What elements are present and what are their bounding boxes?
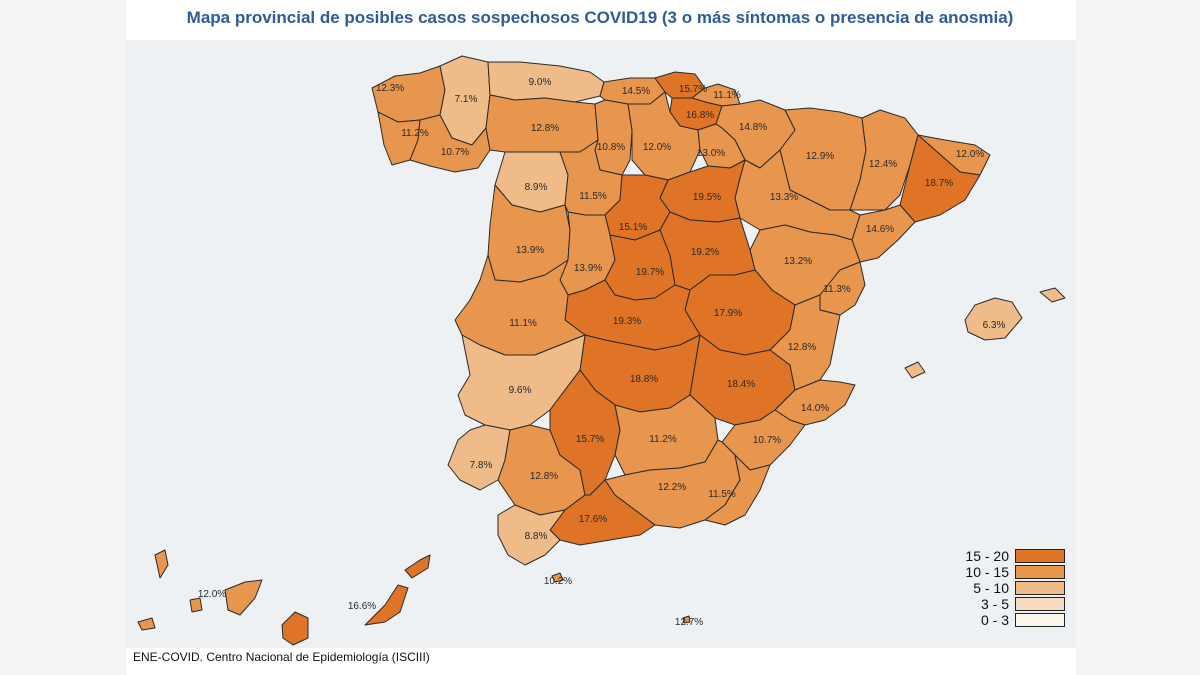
- label-melilla: 12.7%: [675, 617, 703, 628]
- label-salamanca: 13.9%: [516, 245, 544, 256]
- label-alicante: 14.0%: [801, 403, 829, 414]
- label-burgos: 12.0%: [643, 142, 671, 153]
- label-zaragoza: 13.3%: [770, 192, 798, 203]
- label-tarragona: 14.6%: [866, 224, 894, 235]
- label-almeria: 11.5%: [708, 489, 736, 500]
- label-huesca: 12.9%: [806, 151, 834, 162]
- label-leon: 12.8%: [531, 123, 559, 134]
- legend-swatch: [1015, 549, 1065, 563]
- label-jaen: 11.2%: [649, 434, 677, 445]
- legend-label: 0 - 3: [980, 612, 1009, 628]
- label-lugo: 7.1%: [455, 94, 478, 105]
- label-cadiz: 8.8%: [525, 531, 548, 542]
- label-cordoba: 15.7%: [576, 434, 604, 445]
- label-gipuzkoa: 11.1%: [713, 90, 741, 101]
- province-ceuta[interactable]: [551, 572, 564, 583]
- legend-item-10-15: 10 - 15: [940, 564, 1065, 580]
- province-cadiz[interactable]: [497, 504, 566, 566]
- label-valencia: 12.8%: [788, 342, 816, 353]
- label-zamora: 8.9%: [525, 182, 548, 193]
- label-toledo: 19.3%: [613, 316, 641, 327]
- label-la-rioja: 13.0%: [697, 148, 725, 159]
- legend-swatch: [1015, 565, 1065, 579]
- province-lleida[interactable]: [849, 109, 919, 211]
- label-ceuta: 10.2%: [544, 576, 572, 587]
- label-girona: 12.0%: [956, 149, 984, 160]
- label-ourense: 10.7%: [441, 147, 469, 158]
- province-baleares-menorca[interactable]: [1039, 287, 1066, 303]
- legend-item-5-10: 5 - 10: [940, 580, 1065, 596]
- province-santa-cruz-hierro[interactable]: [137, 617, 156, 631]
- legend-item-15-20: 15 - 20: [940, 548, 1065, 564]
- label-murcia: 10.7%: [753, 435, 781, 446]
- legend-swatch: [1015, 597, 1065, 611]
- label-santa-cruz-de-tenerife: 12.0%: [198, 589, 226, 600]
- label-malaga: 17.6%: [579, 514, 607, 525]
- source-caption: ENE-COVID. Centro Nacional de Epidemiolo…: [133, 650, 430, 664]
- label-palencia: 10.8%: [597, 142, 625, 153]
- province-cordoba[interactable]: [549, 369, 621, 496]
- province-santa-cruz-tenerife[interactable]: [224, 579, 263, 616]
- province-las-palmas-fuerteventura[interactable]: [364, 584, 409, 626]
- label-valladolid: 11.5%: [579, 191, 607, 202]
- province-ourense[interactable]: [409, 114, 491, 173]
- legend-label: 10 - 15: [965, 564, 1009, 580]
- label-soria: 19.5%: [693, 192, 721, 203]
- label-avila: 13.9%: [574, 263, 602, 274]
- label-navarra: 14.8%: [739, 122, 767, 133]
- label-caceres: 11.1%: [509, 318, 537, 329]
- legend-swatch: [1015, 613, 1065, 627]
- label-cuenca: 17.9%: [714, 308, 742, 319]
- legend-label: 15 - 20: [965, 548, 1009, 564]
- label-castellon: 11.3%: [823, 284, 851, 295]
- province-palencia[interactable]: [594, 99, 633, 176]
- label-sevilla: 12.8%: [530, 471, 558, 482]
- province-baleares-ibiza[interactable]: [904, 361, 926, 379]
- province-las-palmas-lanzarote[interactable]: [404, 554, 431, 579]
- label-huelva: 7.8%: [470, 460, 493, 471]
- legend-label: 3 - 5: [980, 596, 1009, 612]
- label-pontevedra: 11.2%: [401, 128, 429, 139]
- province-almeria[interactable]: [704, 454, 771, 526]
- legend-item-0-3: 0 - 3: [940, 612, 1065, 628]
- legend-label: 5 - 10: [973, 580, 1009, 596]
- province-las-palmas-gran-canaria[interactable]: [281, 611, 309, 646]
- legend-swatch: [1015, 581, 1065, 595]
- province-melilla[interactable]: [682, 615, 691, 624]
- province-santa-cruz-gomera[interactable]: [189, 597, 203, 613]
- label-ciudad-real: 18.8%: [630, 374, 658, 385]
- page-title: Mapa provincial de posibles casos sospec…: [186, 8, 1014, 27]
- province-baleares[interactable]: [964, 297, 1023, 341]
- label-las-palmas: 16.6%: [348, 601, 376, 612]
- label-teruel: 13.2%: [784, 256, 812, 267]
- province-valencia[interactable]: [769, 294, 841, 391]
- label-albacete: 18.4%: [727, 379, 755, 390]
- province-santa-cruz-la-palma[interactable]: [154, 549, 169, 579]
- label-a-coruna: 12.3%: [376, 83, 404, 94]
- label-lleida: 12.4%: [869, 159, 897, 170]
- label-badajoz: 9.6%: [509, 385, 532, 396]
- label-bizkaia: 15.7%: [679, 84, 707, 95]
- province-barcelona[interactable]: [899, 134, 981, 223]
- label-madrid: 19.7%: [636, 267, 664, 278]
- label-asturias: 9.0%: [529, 77, 552, 88]
- province-a-coruna[interactable]: [371, 65, 446, 123]
- label-cantabria: 14.5%: [622, 86, 650, 97]
- label-baleares: 6.3%: [983, 320, 1006, 331]
- label-araba: 16.8%: [686, 110, 714, 121]
- label-granada: 12.2%: [658, 482, 686, 493]
- map-legend: 15 - 20 10 - 15 5 - 10 3 - 5 0 - 3: [940, 548, 1065, 628]
- label-guadalajara: 19.2%: [691, 247, 719, 258]
- label-barcelona: 18.7%: [925, 178, 953, 189]
- legend-item-3-5: 3 - 5: [940, 596, 1065, 612]
- label-segovia: 15.1%: [619, 222, 647, 233]
